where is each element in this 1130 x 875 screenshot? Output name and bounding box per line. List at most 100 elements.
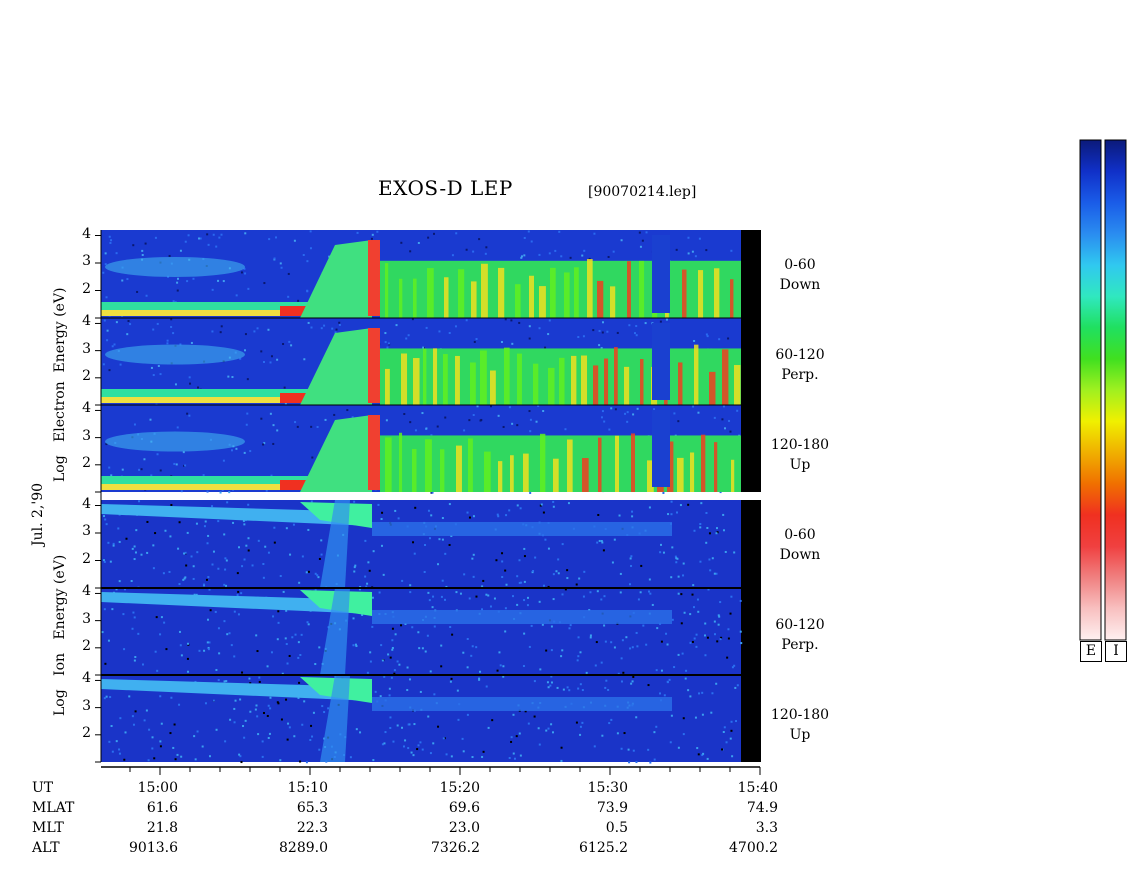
noise-speck <box>143 719 146 722</box>
noise-speck <box>510 740 513 743</box>
noise-speck <box>502 675 505 678</box>
electron-panel-3-range: 120-180 <box>770 437 830 453</box>
y-tick-label: 4 <box>82 583 91 600</box>
noise-speck <box>631 680 634 683</box>
noise-speck <box>694 716 697 719</box>
noise-speck <box>639 245 642 248</box>
noise-speck <box>429 537 432 540</box>
noise-speck <box>262 711 265 714</box>
noise-speck <box>630 682 633 685</box>
noise-speck <box>560 759 563 762</box>
noise-speck <box>280 266 283 269</box>
ephemeris-row-name-ut: UT <box>32 780 54 796</box>
noise-speck <box>692 584 695 587</box>
noise-speck <box>280 718 283 721</box>
noise-speck <box>675 557 678 560</box>
noise-speck <box>242 725 245 728</box>
noise-speck <box>523 547 526 550</box>
noise-speck <box>510 319 513 322</box>
noise-speck <box>676 557 679 560</box>
noise-speck <box>648 590 651 593</box>
noise-speck <box>405 337 408 340</box>
noise-speck <box>306 289 309 292</box>
y-tick-label: 4 <box>82 670 91 687</box>
noise-speck <box>159 373 162 376</box>
striation <box>523 453 529 492</box>
noise-speck <box>262 576 265 579</box>
noise-speck <box>211 563 214 566</box>
noise-speck <box>687 689 690 692</box>
noise-speck <box>246 378 249 381</box>
noise-speck <box>689 641 692 644</box>
noise-speck <box>401 726 404 729</box>
noise-speck <box>243 736 246 739</box>
noise-speck <box>478 677 481 680</box>
striation <box>443 354 448 405</box>
noise-speck <box>138 500 141 503</box>
noise-speck <box>635 334 638 337</box>
noise-speck <box>143 458 146 461</box>
noise-speck <box>683 611 686 614</box>
noise-speck <box>372 550 375 553</box>
noise-speck <box>697 411 700 414</box>
noise-speck <box>238 753 241 756</box>
noise-speck <box>513 757 516 760</box>
noise-speck <box>538 253 541 256</box>
electron-panel-1-range: 0-60 <box>784 257 816 273</box>
noise-speck <box>606 330 609 333</box>
striation <box>593 365 599 405</box>
striation <box>582 458 589 492</box>
noise-speck <box>215 245 218 248</box>
noise-speck <box>518 732 521 735</box>
noise-speck <box>701 713 704 716</box>
noise-speck <box>692 405 695 408</box>
noise-speck <box>433 693 436 696</box>
noise-speck <box>186 670 189 673</box>
noise-speck <box>398 663 401 666</box>
noise-speck <box>226 501 229 504</box>
noise-speck <box>391 627 394 630</box>
noise-speck <box>689 695 692 698</box>
noise-speck <box>593 232 596 235</box>
noise-speck <box>711 557 714 560</box>
noise-speck <box>589 591 592 594</box>
noise-speck <box>316 574 319 577</box>
noise-speck <box>107 639 110 642</box>
noise-speck <box>159 745 162 748</box>
noise-speck <box>219 331 222 334</box>
noise-speck <box>515 735 518 738</box>
noise-speck <box>481 585 484 588</box>
noise-speck <box>468 597 471 600</box>
noise-speck <box>178 583 181 586</box>
noise-speck <box>211 505 214 508</box>
noise-speck <box>204 520 207 523</box>
electron-ylabel-unit: (eV) <box>52 287 68 317</box>
noise-speck <box>424 543 427 546</box>
panel-nodata-strip <box>741 230 761 318</box>
striation <box>455 355 460 405</box>
noise-speck <box>186 531 189 534</box>
noise-speck <box>579 733 582 736</box>
noise-speck <box>736 409 739 412</box>
noise-speck <box>140 553 143 556</box>
noise-speck <box>552 731 555 734</box>
striation <box>515 284 521 318</box>
striation <box>640 359 644 405</box>
noise-speck <box>327 707 330 710</box>
noise-speck <box>186 657 189 660</box>
noise-speck <box>287 295 290 298</box>
noise-speck <box>368 569 371 572</box>
noise-speck <box>151 747 154 750</box>
noise-speck <box>113 343 116 346</box>
noise-speck <box>620 747 623 750</box>
noise-speck <box>560 746 563 749</box>
boundary-spike <box>368 415 380 490</box>
colorbar-electron-letter: E <box>1080 641 1102 662</box>
noise-speck <box>221 489 224 492</box>
noise-speck <box>104 252 107 255</box>
noise-speck <box>128 695 131 698</box>
low-energy-core <box>101 484 371 490</box>
noise-speck <box>448 543 451 546</box>
noise-speck <box>174 758 177 761</box>
